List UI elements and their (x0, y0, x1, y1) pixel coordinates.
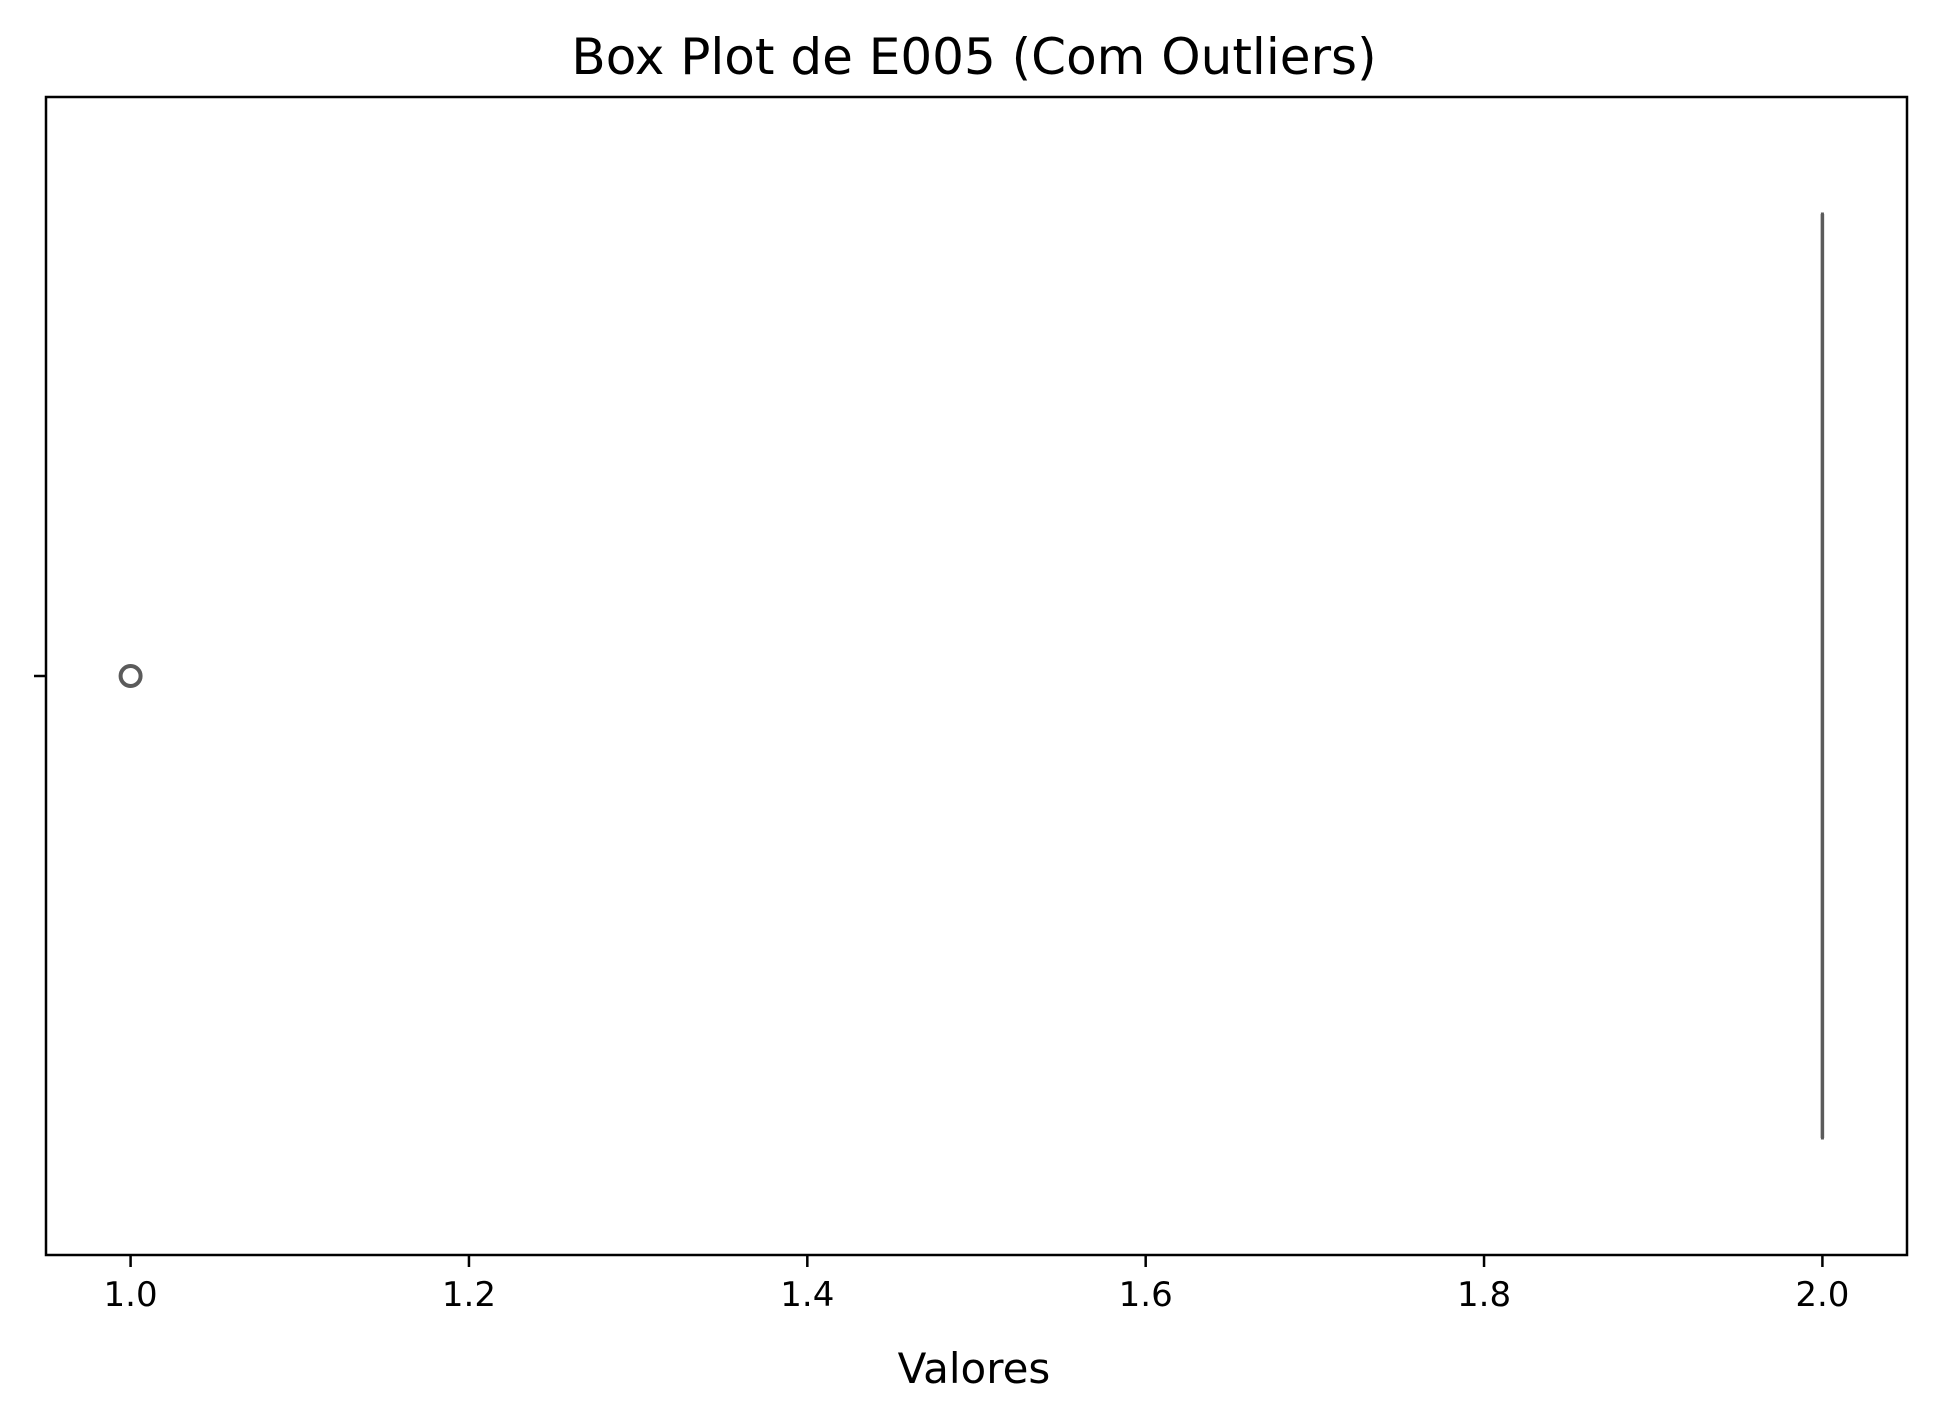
x-tick-label: 2.0 (1795, 1275, 1849, 1315)
x-axis: 1.0 1.2 1.4 1.6 1.8 2.0 (34, 97, 1907, 1315)
plot-frame (46, 97, 1907, 1255)
outlier-point (121, 666, 141, 686)
x-tick-label: 1.2 (442, 1275, 496, 1315)
x-axis-label: Valores (898, 1344, 1051, 1393)
plot-area (121, 214, 1823, 1138)
x-tick-label: 1.6 (1119, 1275, 1173, 1315)
x-tick-label: 1.0 (104, 1275, 158, 1315)
x-tick-label: 1.8 (1457, 1275, 1511, 1315)
x-tick-label: 1.4 (780, 1275, 834, 1315)
chart-title: Box Plot de E005 (Com Outliers) (571, 28, 1376, 86)
